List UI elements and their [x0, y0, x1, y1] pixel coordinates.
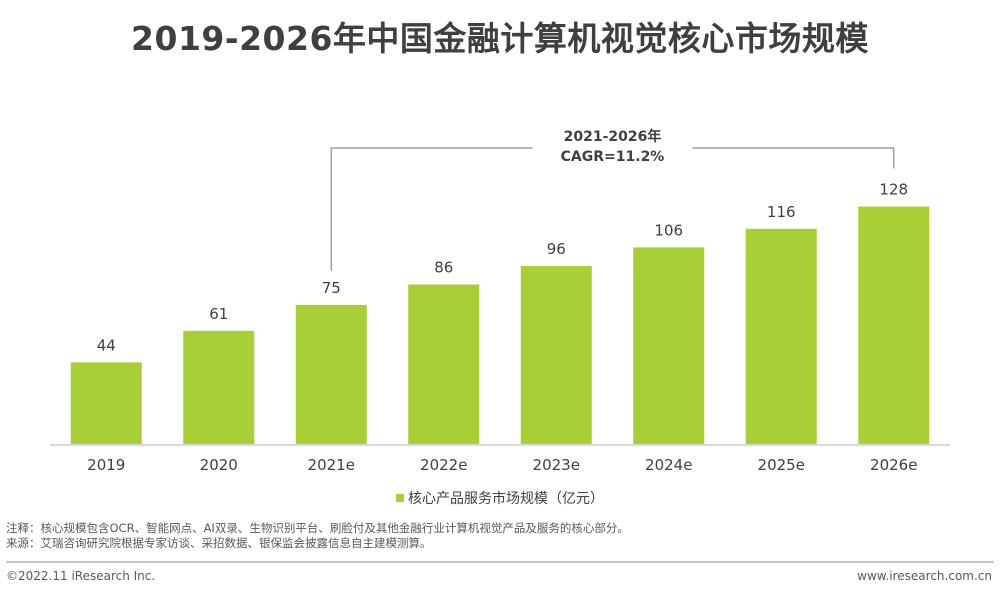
cagr-annotation: 2021-2026年 CAGR=11.2% — [330, 128, 895, 271]
cagr-label-value: CAGR=11.2% — [561, 149, 665, 165]
bar-2020 — [183, 330, 255, 444]
x-tick-2022e: 2022e — [420, 456, 467, 474]
x-tick-2019: 2019 — [87, 456, 125, 474]
value-label-2025e: 116 — [767, 203, 796, 221]
cagr-bracket-left — [330, 147, 533, 271]
source-text: 来源：艾瑞咨询研究院根据专家访谈、采招数据、银保监会披露信息自主建模测算。 — [6, 536, 432, 550]
x-tick-2025e: 2025e — [758, 456, 805, 474]
x-tick-2021e: 2021e — [308, 456, 355, 474]
bar-2019 — [70, 362, 142, 444]
x-tick-2020: 2020 — [200, 456, 238, 474]
cagr-label-period: 2021-2026年 — [564, 128, 662, 145]
copyright-text: ©2022.11 iResearch Inc. — [6, 569, 156, 583]
value-label-2026e: 128 — [879, 181, 908, 199]
x-tick-labels-group: 2019 2020 2021e 2022e 2023e 2024e 2025e 2026e — [87, 456, 917, 474]
bar-2024e — [633, 247, 705, 444]
value-label-2023e: 96 — [547, 240, 566, 258]
legend-label: 核心产品服务市场规模（亿元） — [408, 491, 604, 507]
x-tick-2023e: 2023e — [533, 456, 580, 474]
website-link[interactable]: www.iresearch.com.cn — [857, 569, 992, 583]
value-label-2019: 44 — [97, 336, 116, 354]
x-tick-2024e: 2024e — [645, 456, 692, 474]
bar-2026e — [858, 206, 930, 444]
cagr-bracket-right — [692, 147, 895, 169]
legend: 核心产品服务市场规模（亿元） — [0, 488, 1000, 508]
notes-block: 注释：核心规模包含OCR、智能网点、AI双录、生物识别平台、刷脸付及其他金融行业… — [6, 521, 629, 551]
x-tick-2026e: 2026e — [870, 456, 917, 474]
value-labels-group: 44 61 75 86 96 106 116 128 — [97, 181, 908, 355]
footer-divider — [6, 561, 994, 563]
chart-title: 2019-2026年中国金融计算机视觉核心市场规模 — [131, 19, 869, 58]
value-label-2021e: 75 — [322, 279, 341, 297]
legend-swatch — [396, 494, 404, 502]
bars-group — [70, 206, 930, 444]
bar-2023e — [520, 265, 592, 444]
note-text: 注释：核心规模包含OCR、智能网点、AI双录、生物识别平台、刷脸付及其他金融行业… — [6, 521, 629, 535]
bar-2025e — [745, 228, 817, 444]
value-label-2024e: 106 — [654, 221, 683, 239]
value-label-2020: 61 — [209, 305, 228, 323]
bar-2021e — [295, 304, 367, 444]
bar-2022e — [408, 284, 480, 444]
value-label-2022e: 86 — [434, 258, 453, 276]
